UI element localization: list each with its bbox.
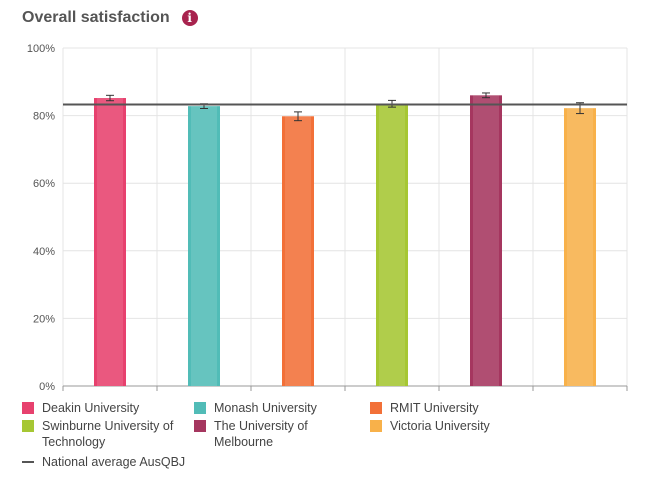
legend-label-deakin: Deakin University	[42, 401, 140, 415]
legend-swatch-victoria	[370, 420, 382, 432]
bar-chart: 0% 20% 40% 60% 80% 100%	[27, 43, 628, 393]
legend-swatch-swinburne	[22, 420, 34, 432]
bar-highlight-5	[473, 95, 499, 386]
bar-highlight-3	[285, 116, 311, 386]
legend-label-national-source: AusQBJ	[139, 455, 186, 469]
bar-1	[94, 98, 126, 387]
legend-label-swinburne: Swinburne University of Technology	[42, 419, 174, 449]
legend-item-rmit[interactable]: RMIT University	[370, 400, 540, 416]
y-tick-label: 0%	[39, 381, 55, 393]
legend-item-victoria[interactable]: Victoria University	[370, 418, 540, 434]
bar-5	[470, 95, 502, 386]
legend-swatch-melbourne	[194, 420, 206, 432]
chart-header: Overall satisfaction i	[22, 7, 198, 29]
legend-label-victoria: Victoria University	[390, 419, 490, 433]
legend-item-national-average[interactable]: National average AusQBJ	[22, 454, 282, 470]
info-icon[interactable]: i	[181, 10, 198, 26]
y-tick-label: 40%	[33, 246, 55, 258]
bar-2	[188, 106, 220, 387]
bar-highlight-6	[567, 108, 593, 386]
legend-swatch-monash	[194, 402, 206, 414]
legend-swatch-deakin	[22, 402, 34, 414]
legend-item-monash[interactable]: Monash University	[194, 400, 364, 416]
legend-label-melbourne: The University of Melbourne	[214, 419, 308, 449]
legend-label-rmit: RMIT University	[390, 401, 479, 415]
y-tick-label: 60%	[33, 178, 55, 190]
bar-4	[376, 103, 408, 387]
bar-3	[282, 116, 314, 386]
y-tick-label: 100%	[27, 43, 55, 55]
legend-item-deakin[interactable]: Deakin University	[22, 400, 187, 416]
y-tick-label: 20%	[33, 313, 55, 325]
legend-item-swinburne[interactable]: Swinburne University of Technology	[22, 418, 187, 450]
chart-title: Overall satisfaction	[22, 9, 170, 26]
legend-label-monash: Monash University	[214, 401, 317, 415]
y-tick-label: 80%	[33, 111, 55, 123]
legend-swatch-rmit	[370, 402, 382, 414]
bar-highlight-2	[191, 106, 217, 387]
bar-6	[564, 108, 596, 386]
legend-swatch-national-average	[22, 461, 34, 463]
bar-highlight-4	[379, 103, 405, 387]
legend-item-melbourne[interactable]: The University of Melbourne	[194, 418, 344, 450]
legend-label-national-average: National average	[42, 455, 137, 469]
bar-highlight-1	[97, 98, 123, 387]
